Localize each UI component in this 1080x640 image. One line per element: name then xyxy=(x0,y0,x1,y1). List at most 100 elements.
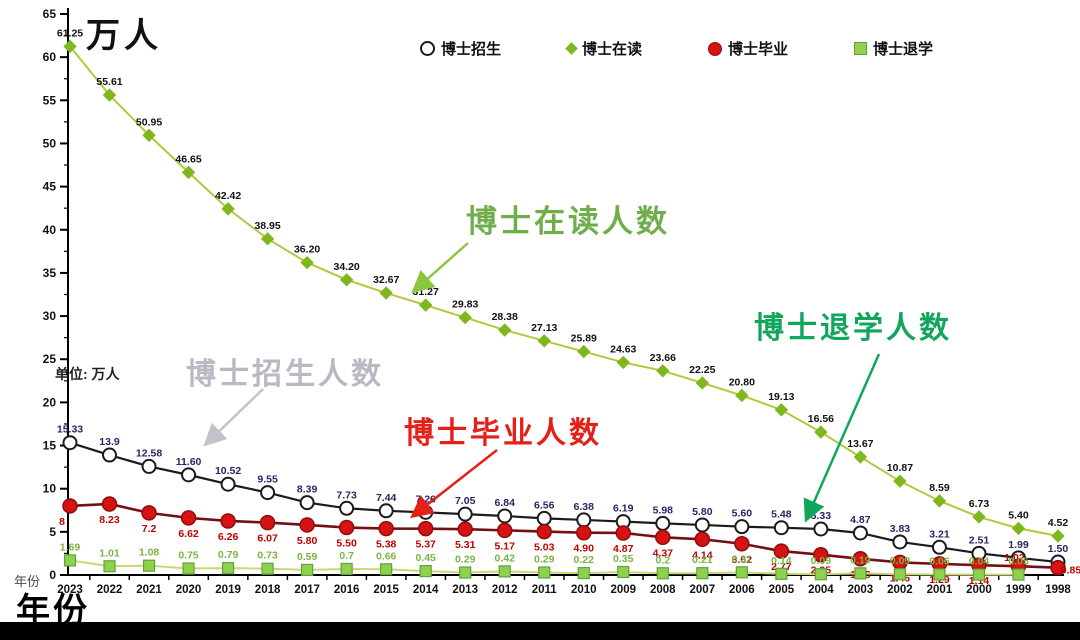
y-tick-label: 60 xyxy=(43,50,57,64)
data-point xyxy=(220,513,236,529)
data-label: 32.67 xyxy=(373,274,399,286)
x-tick-label: 2016 xyxy=(334,584,360,596)
data-label: 8 xyxy=(59,516,65,528)
data-label: 0.19 xyxy=(850,554,871,566)
data-label: 7.73 xyxy=(336,489,357,501)
data-point xyxy=(735,388,749,403)
data-point xyxy=(892,534,908,550)
data-label: 10.87 xyxy=(887,462,913,474)
data-label: 50.95 xyxy=(136,116,162,128)
data-label: 6.84 xyxy=(495,497,516,509)
x-tick-label: 2011 xyxy=(532,584,558,596)
data-label: 0.09 xyxy=(811,555,832,567)
data-label: 4.87 xyxy=(613,543,634,555)
data-point xyxy=(378,503,394,519)
data-label: 23.66 xyxy=(650,352,676,364)
annotation-arrow-tuixue xyxy=(803,353,881,523)
annotation-arrow-biye xyxy=(410,449,498,519)
data-point xyxy=(379,286,393,300)
data-point xyxy=(419,565,432,578)
data-label: 5.80 xyxy=(692,506,713,518)
data-label: 0.21 xyxy=(692,554,713,566)
data-label: 12.58 xyxy=(136,447,162,459)
data-point xyxy=(931,539,947,555)
data-label: 0.06 xyxy=(929,555,950,567)
x-tick-label: 2018 xyxy=(255,584,281,596)
x-tick-label: 2023 xyxy=(57,584,83,596)
data-label: 8.23 xyxy=(99,514,120,526)
data-point xyxy=(496,522,513,539)
data-point xyxy=(734,536,750,552)
y-tick-label: 10 xyxy=(43,482,57,496)
data-label: 2.51 xyxy=(969,534,990,546)
y-tick-label: 45 xyxy=(43,180,57,194)
circle-icon xyxy=(708,41,723,56)
data-point xyxy=(853,450,868,464)
data-label: 42.42 xyxy=(215,190,241,202)
x-tick-label: 2017 xyxy=(294,584,320,596)
data-label: 34.20 xyxy=(333,261,359,273)
data-point xyxy=(498,565,511,578)
data-point xyxy=(617,565,630,579)
data-point xyxy=(62,435,78,451)
data-point xyxy=(615,525,632,541)
y-tick-label: 30 xyxy=(43,309,57,323)
data-point xyxy=(457,506,473,522)
x-tick-label: 2008 xyxy=(650,584,676,596)
data-point xyxy=(852,525,868,541)
legend-item-open-circle: 博士招生 xyxy=(420,38,501,59)
x-tick-label: 2010 xyxy=(571,584,597,596)
open-circle-icon xyxy=(420,41,435,56)
data-point xyxy=(340,562,353,576)
data-label: 5.33 xyxy=(811,510,832,522)
x-tick-label: 2006 xyxy=(729,584,755,596)
data-point xyxy=(1051,529,1065,543)
data-label: 0.45 xyxy=(415,552,436,564)
data-label: 0.09 xyxy=(890,555,911,567)
x-tick-label: 2003 xyxy=(848,584,874,596)
data-point xyxy=(221,202,235,216)
data-point xyxy=(972,568,986,581)
data-label: 36.20 xyxy=(294,244,320,256)
data-point xyxy=(300,255,314,270)
data-point xyxy=(695,376,710,390)
x-tick-label: 2015 xyxy=(373,584,399,596)
data-point xyxy=(694,531,711,548)
data-point xyxy=(299,495,315,511)
data-label: 28.38 xyxy=(492,311,518,323)
legend-item-diamond: 博士在读 xyxy=(565,38,642,59)
data-label: 4.87 xyxy=(850,514,871,526)
data-label: 0.75 xyxy=(178,550,199,562)
data-label: 5.60 xyxy=(732,508,753,520)
data-point xyxy=(893,474,907,488)
y-tick-label: 15 xyxy=(43,439,57,453)
data-label: 0.04 xyxy=(969,556,990,568)
data-label: 29.83 xyxy=(452,299,478,311)
x-tick-label: 2000 xyxy=(966,584,992,596)
data-label: 10.52 xyxy=(215,465,241,477)
data-label: 0.66 xyxy=(376,550,397,562)
data-point xyxy=(142,559,156,572)
y-tick-label: 20 xyxy=(43,395,57,409)
data-label: 4.52 xyxy=(1048,517,1069,529)
data-point xyxy=(221,562,235,575)
data-label: 0.29 xyxy=(455,553,476,565)
data-label: 1.02 xyxy=(1004,552,1025,564)
data-label: 4.14 xyxy=(692,549,713,561)
x-tick-label: 2012 xyxy=(492,584,518,596)
y-tick-label: 40 xyxy=(43,223,57,237)
data-point xyxy=(459,566,472,579)
data-label: 13.9 xyxy=(99,436,120,448)
data-label: 0.59 xyxy=(297,551,318,563)
series-diamond: 61.25 55.61 50.95 46.65 42.42 38.95 36.20 34.20… xyxy=(57,27,1069,543)
legend-item-square: 博士退学 xyxy=(854,38,933,59)
data-point xyxy=(933,568,946,581)
data-point xyxy=(498,323,512,337)
data-label: 5.03 xyxy=(534,542,555,554)
data-label: 5.31 xyxy=(455,539,476,551)
x-tick-label: 1999 xyxy=(1006,584,1032,596)
data-label: 7.44 xyxy=(376,492,397,504)
legend-label: 博士毕业 xyxy=(728,41,789,58)
